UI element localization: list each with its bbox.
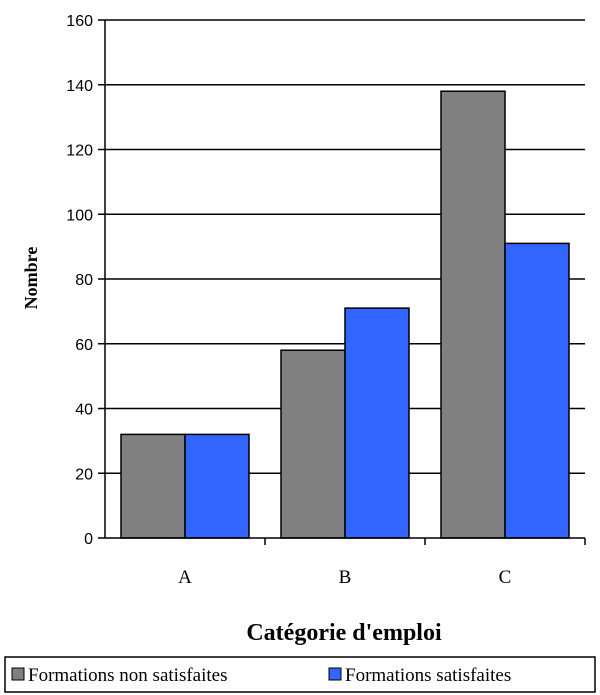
bar-B-satisfaites (344, 307, 410, 539)
legend-frame (4, 656, 596, 693)
y-tick-label: 80 (75, 272, 93, 289)
x-tick-label: C (499, 567, 512, 588)
y-tick-label: 40 (75, 402, 93, 419)
x-tick-label: B (339, 567, 352, 588)
y-tick-label: 160 (66, 13, 93, 30)
bar-A-non-satisfaites (120, 433, 186, 539)
bar-A-satisfaites (184, 433, 250, 539)
legend-label-satisfaites: Formations satisfaites (345, 665, 511, 686)
y-axis-title: Nombre (21, 247, 41, 310)
y-tick-label: 100 (66, 207, 93, 224)
bar-C-satisfaites (504, 242, 570, 539)
y-tick-label: 140 (66, 78, 93, 95)
category-labels: A B C (178, 567, 511, 588)
legend: Formations non satisfaites Formations sa… (4, 656, 596, 693)
y-tick-label: 0 (84, 531, 93, 548)
legend-label-non-satisfaites: Formations non satisfaites (28, 665, 227, 686)
x-tick-label: A (178, 567, 192, 588)
bar-C-non-satisfaites (440, 90, 506, 539)
bar-B-non-satisfaites (280, 349, 346, 539)
y-tick-label: 60 (75, 337, 93, 354)
y-tick-label: 20 (75, 466, 93, 483)
bars (120, 90, 570, 539)
y-tick-label: 120 (66, 143, 93, 160)
legend-swatch-non-satisfaites (11, 667, 25, 681)
x-axis-title: Catégorie d'emploi (246, 620, 442, 646)
y-tick-labels: 0 20 40 60 80 100 120 140 160 (66, 13, 93, 548)
legend-swatch-satisfaites (328, 667, 342, 681)
axes (98, 19, 586, 545)
